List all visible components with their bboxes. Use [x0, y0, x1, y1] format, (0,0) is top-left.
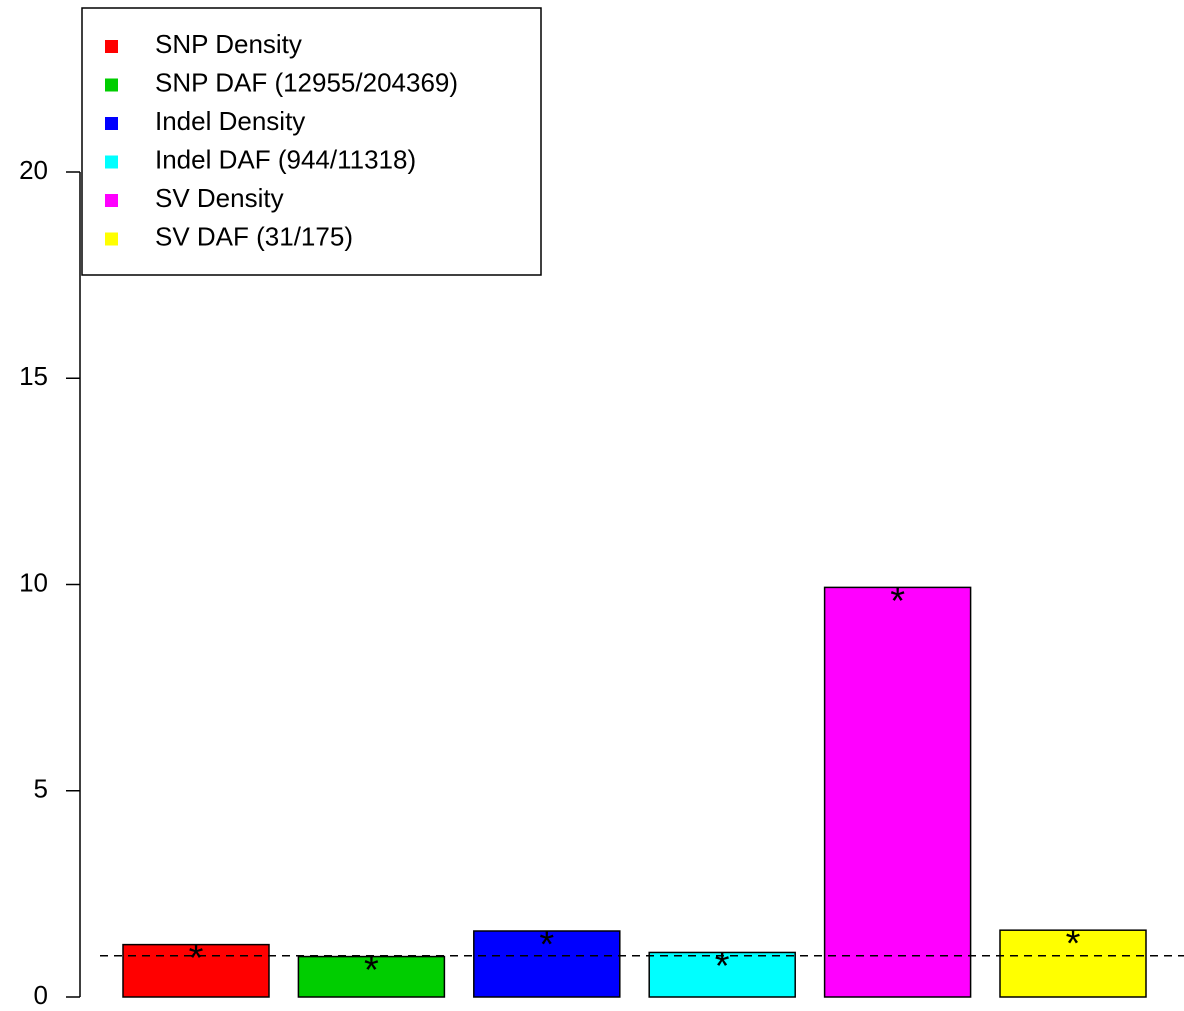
legend-label: SV Density: [155, 183, 284, 213]
y-tick-label: 0: [34, 980, 48, 1010]
legend-label: SV DAF (31/175): [155, 221, 353, 251]
legend-item: Indel Density: [105, 106, 305, 136]
y-tick-label: 10: [19, 567, 48, 597]
legend-item: SNP DAF (12955/204369): [105, 67, 458, 97]
y-tick-label: 15: [19, 361, 48, 391]
legend-label: Indel Density: [155, 106, 305, 136]
bar: [297, 955, 446, 998]
y-tick-label: 5: [34, 774, 48, 804]
significance-star: *: [189, 938, 204, 980]
significance-star: *: [715, 945, 730, 987]
legend-swatch: [105, 117, 118, 130]
legend-swatch: [105, 232, 118, 246]
legend-item: SV Density: [105, 183, 284, 213]
bar: [648, 951, 796, 998]
significance-markers: * * * * * *: [189, 580, 1081, 991]
legend-label: Indel DAF (944/11318): [155, 144, 416, 174]
legend-item: SV DAF (31/175): [105, 221, 353, 251]
legend-swatch: [105, 155, 118, 169]
legend-swatch: [105, 40, 118, 53]
significance-star: *: [364, 950, 379, 992]
bar: [999, 929, 1147, 998]
legend-item: SNP Density: [105, 29, 302, 59]
legend-items: SNP Density SNP DAF (12955/204369) Indel D…: [105, 29, 458, 251]
legend-item: Indel DAF (944/11318): [105, 144, 416, 174]
y-axis: 0 5 10 15 20: [19, 155, 81, 1010]
bars: [122, 586, 1147, 998]
significance-star: *: [539, 924, 554, 966]
bar: [122, 943, 270, 998]
bar: [473, 930, 621, 998]
significance-star: *: [890, 580, 905, 622]
legend: SNP Density SNP DAF (12955/204369) Indel D…: [81, 7, 542, 276]
legend-label: SNP Density: [155, 29, 302, 59]
legend-label: SNP DAF (12955/204369): [155, 67, 458, 97]
legend-swatch: [105, 78, 118, 92]
bar: [823, 586, 972, 998]
y-tick-label: 20: [19, 155, 48, 185]
significance-star: *: [1066, 923, 1081, 965]
legend-box: [81, 7, 542, 276]
legend-swatch: [105, 194, 118, 207]
